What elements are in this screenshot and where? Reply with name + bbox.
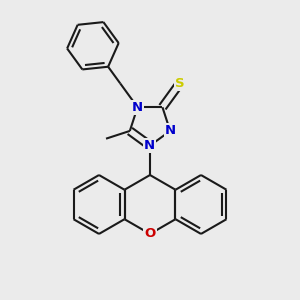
Text: N: N <box>132 101 143 114</box>
Text: O: O <box>144 227 156 240</box>
Text: O: O <box>144 227 156 241</box>
Text: N: N <box>144 139 155 152</box>
Text: N: N <box>165 124 176 137</box>
Text: S: S <box>175 77 184 90</box>
